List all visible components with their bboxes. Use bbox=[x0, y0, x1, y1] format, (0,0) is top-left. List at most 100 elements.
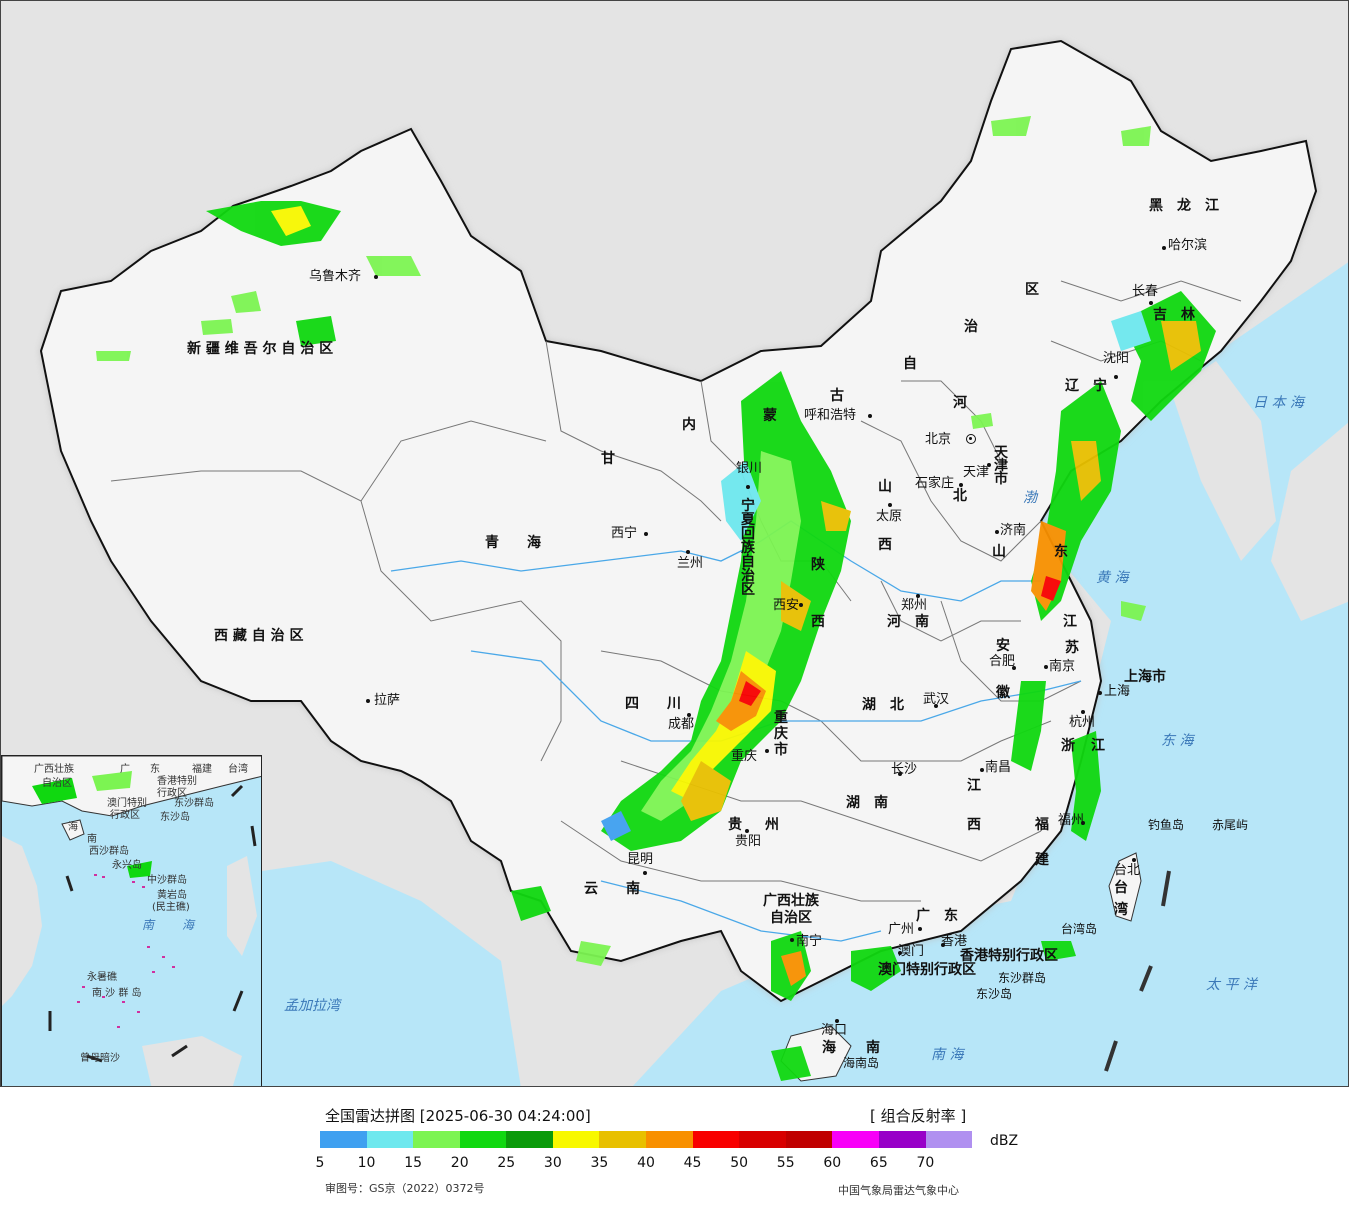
province-label: 天 bbox=[994, 445, 1008, 461]
sea-label: 孟加拉湾 bbox=[284, 998, 340, 1014]
city-label: 杭州 bbox=[1069, 715, 1096, 730]
city-label: 长沙 bbox=[891, 762, 918, 777]
scale-tick-label: 60 bbox=[823, 1155, 842, 1171]
province-label: 浙 bbox=[1061, 738, 1075, 754]
province-label: 自 bbox=[741, 554, 755, 570]
inset-label: 自治区 bbox=[42, 778, 72, 789]
province-label: 津 bbox=[994, 458, 1008, 474]
city-label: 兰州 bbox=[677, 556, 704, 571]
city-marker bbox=[934, 704, 938, 708]
province-label: 湖 北 bbox=[862, 697, 904, 713]
inset-echo bbox=[127, 861, 152, 878]
scale-swatch bbox=[366, 1131, 414, 1148]
city-label: 南昌 bbox=[985, 760, 1012, 775]
city-marker bbox=[1081, 710, 1085, 714]
province-label: 州 bbox=[765, 817, 779, 833]
legend-panel: 全国雷达拼图 [2025-06-30 04:24:00] [ 组合反射率 ] d… bbox=[0, 1087, 1349, 1208]
inset-label: 永暑礁 bbox=[87, 972, 117, 983]
city-label: 合肥 bbox=[989, 654, 1016, 669]
city-label: 南京 bbox=[1049, 659, 1076, 674]
island-label: 台湾岛 bbox=[1061, 922, 1098, 936]
radar-map: 新 疆 维 吾 尔 自 治 区 西 藏 自 治 区 青 海 四 川 云 南 甘 … bbox=[0, 0, 1349, 1087]
province-label: 蒙 bbox=[763, 408, 777, 424]
scale-swatch bbox=[785, 1131, 833, 1148]
city-marker bbox=[868, 414, 872, 418]
island-label: 赤尾屿 bbox=[1212, 818, 1249, 832]
city-marker bbox=[916, 594, 920, 598]
inset-label: 东 bbox=[150, 764, 160, 775]
city-marker bbox=[643, 871, 647, 875]
province-label: 自治区 bbox=[770, 910, 812, 926]
province-label: 山 bbox=[992, 544, 1006, 560]
inset-label: 永兴岛 bbox=[112, 860, 142, 871]
province-label: 福 bbox=[1035, 817, 1049, 833]
city-label: 南宁 bbox=[796, 934, 823, 949]
inset-label: 香港特别 bbox=[157, 776, 197, 787]
maritime-boundary bbox=[1104, 870, 1171, 1072]
city-marker bbox=[1132, 858, 1136, 862]
city-label: 香港 bbox=[941, 934, 968, 949]
city-label: 北京 bbox=[925, 432, 952, 447]
sea-label: 渤 bbox=[1023, 490, 1037, 506]
city-label: 贵阳 bbox=[735, 834, 762, 849]
province-label: 族 bbox=[741, 540, 755, 556]
province-label: 辽 宁 bbox=[1065, 378, 1107, 394]
inset-label: 东沙岛 bbox=[160, 812, 190, 823]
inset-label: 中沙群岛 bbox=[147, 875, 187, 886]
city-marker bbox=[888, 503, 892, 507]
province-label: 治 bbox=[964, 319, 978, 335]
inset-label: 行政区 bbox=[157, 788, 187, 799]
city-marker bbox=[995, 530, 999, 534]
scale-tick-label: 15 bbox=[404, 1155, 423, 1171]
sea-label: 黄 海 bbox=[1096, 570, 1129, 586]
province-label: 河 南 bbox=[887, 614, 929, 630]
city-marker bbox=[941, 943, 945, 947]
inset-label: 广西壮族 bbox=[34, 764, 74, 775]
city-marker bbox=[1114, 375, 1118, 379]
city-label: 乌鲁木齐 bbox=[309, 269, 362, 284]
city-label: 天津 bbox=[963, 465, 990, 480]
city-marker bbox=[790, 938, 794, 942]
province-label: 古 bbox=[830, 388, 844, 404]
province-label: 区 bbox=[741, 582, 755, 598]
province-label: 贵 bbox=[728, 817, 742, 833]
province-label: 吉 林 bbox=[1153, 307, 1195, 323]
scale-tick-label: 30 bbox=[543, 1155, 562, 1171]
scale-swatch bbox=[506, 1131, 553, 1148]
inset-label: 西沙群岛 bbox=[89, 846, 129, 857]
color-scale bbox=[320, 1131, 973, 1148]
inset-sea-label: 海 bbox=[182, 918, 195, 932]
city-label: 澳门 bbox=[898, 944, 925, 959]
inset-hainan bbox=[61, 819, 85, 841]
scale-swatch bbox=[878, 1131, 926, 1148]
scale-tick-label: 55 bbox=[776, 1155, 795, 1171]
city-marker bbox=[1149, 301, 1153, 305]
inset-label: 黄岩岛 bbox=[157, 890, 187, 901]
province-label: 甘 bbox=[601, 451, 615, 467]
province-label: 自 bbox=[903, 356, 917, 372]
map-title: 全国雷达拼图 [2025-06-30 04:24:00] bbox=[325, 1107, 591, 1125]
city-marker bbox=[918, 927, 922, 931]
scale-tick-label: 5 bbox=[315, 1155, 325, 1171]
province-label: 西 bbox=[967, 817, 981, 833]
capital-marker bbox=[966, 434, 976, 444]
province-label: 江 bbox=[1091, 738, 1105, 754]
city-marker bbox=[835, 1019, 839, 1023]
inset-label: (民主礁) bbox=[152, 902, 190, 913]
city-label: 海口 bbox=[821, 1023, 848, 1038]
province-label: 青 海 bbox=[485, 535, 541, 551]
city-marker bbox=[686, 550, 690, 554]
scale-swatch bbox=[413, 1131, 460, 1148]
province-label: 西 藏 自 治 区 bbox=[214, 628, 304, 644]
city-label: 石家庄 bbox=[915, 476, 955, 491]
scale-swatch bbox=[692, 1131, 740, 1148]
province-label: 广西壮族 bbox=[763, 893, 819, 909]
province-label: 宁 bbox=[741, 498, 755, 514]
city-marker bbox=[366, 699, 370, 703]
inset-label: 台湾 bbox=[228, 764, 248, 775]
province-label: 西 bbox=[811, 614, 825, 630]
province-label: 山 bbox=[878, 479, 892, 495]
province-label: 庆 bbox=[774, 726, 788, 742]
china-basemap bbox=[39, 39, 1348, 1086]
taiwan-island bbox=[1108, 852, 1142, 922]
